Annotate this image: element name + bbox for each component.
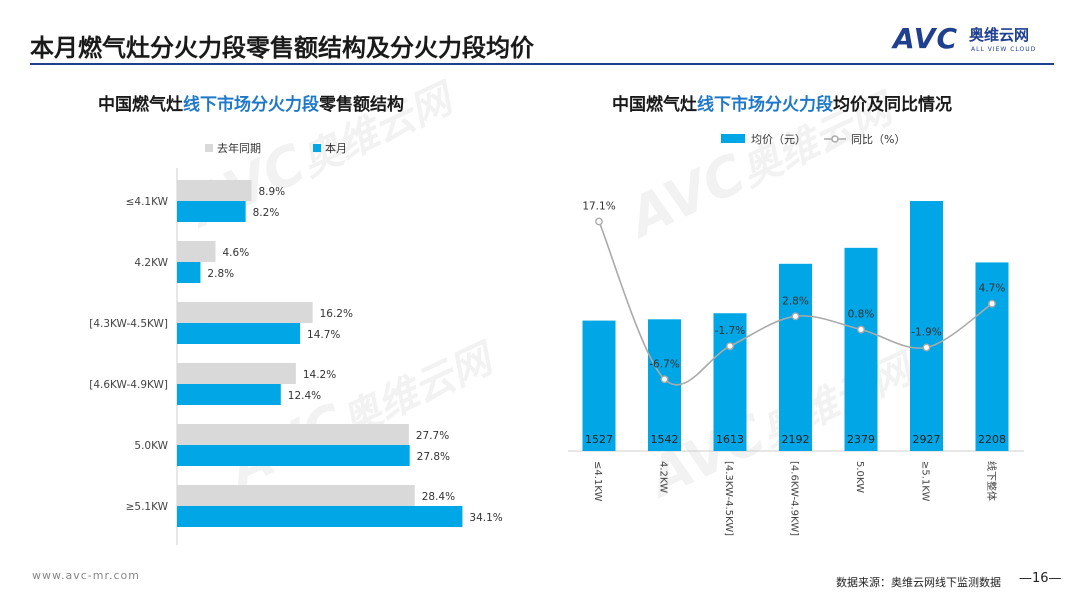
category-label: 4.2KW xyxy=(658,461,669,493)
legend-swatch-1 xyxy=(313,144,321,152)
bar-value-label: 28.4% xyxy=(422,491,455,503)
bar-value-label: 8.9% xyxy=(258,186,285,198)
bar-last-year xyxy=(177,485,415,506)
bar-this-month xyxy=(177,506,463,527)
bar-value-label: 8.2% xyxy=(253,207,280,219)
legend-swatch-price xyxy=(721,134,745,143)
bar-last-year xyxy=(177,180,252,201)
page-number: —16— xyxy=(1019,571,1062,586)
bar-last-year xyxy=(177,424,409,445)
price-bar xyxy=(713,313,747,451)
legend-label-0: 去年同期 xyxy=(217,141,261,155)
bar-this-month xyxy=(177,201,246,222)
title-divider xyxy=(30,63,1054,65)
logo-english-name: ALL VIEW CLOUD xyxy=(971,46,1037,53)
bar-this-month xyxy=(177,323,301,344)
yoy-marker xyxy=(791,312,800,321)
price-bar xyxy=(910,201,943,451)
yoy-marker xyxy=(922,343,931,352)
category-label: ≤4.1KW xyxy=(126,196,169,208)
bar-value-label: 12.4% xyxy=(288,390,321,402)
page-title: 本月燃气灶分火力段零售额结构及分火力段均价 xyxy=(30,34,534,62)
category-label: [4.6KW-4.9KW] xyxy=(89,379,168,391)
bar-value-label: 16.2% xyxy=(320,308,353,320)
bar-last-year xyxy=(177,241,216,262)
bar-value-label: 34.1% xyxy=(469,512,502,524)
yoy-marker xyxy=(726,342,734,351)
yoy-value-label: -1.9% xyxy=(911,326,941,338)
bar-value-label: 27.8% xyxy=(417,451,450,463)
logo-chinese-name: 奥维云网 xyxy=(969,26,1030,44)
legend-label-1: 本月 xyxy=(325,141,347,155)
category-label: ≥5.1KW xyxy=(920,461,931,501)
yoy-marker xyxy=(857,325,865,334)
price-bar xyxy=(975,262,1009,451)
category-label: [4.6KW-4.9KW] xyxy=(789,461,800,536)
bar-value-label: 4.6% xyxy=(223,247,250,259)
price-value-label: 1542 xyxy=(651,433,679,446)
avc-logo: AVC 奥维云网 ALL VIEW CLOUD xyxy=(893,22,1063,58)
yoy-marker xyxy=(660,375,669,384)
share-structure-chart: 去年同期 本月 ≤4.1KW 8.9% 8.2% 4.2KW 4.6% 2.8% [4.3KW-… xyxy=(89,141,503,545)
price-value-label: 2192 xyxy=(782,433,810,446)
category-label: 4.2KW xyxy=(134,257,168,269)
price-value-label: 2927 xyxy=(913,433,941,446)
bar-value-label: 2.8% xyxy=(207,268,234,280)
website-url: www.avc-mr.com xyxy=(32,569,140,582)
data-source: 数据来源：奥维云网线下监测数据 xyxy=(836,576,1001,589)
bar-last-year xyxy=(177,363,296,384)
category-label: ≥5.1KW xyxy=(126,501,169,513)
price-bar xyxy=(779,263,812,451)
price-bar xyxy=(844,247,878,451)
legend-label-price: 均价（元） xyxy=(751,133,806,146)
legend-swatch-0 xyxy=(205,144,213,152)
price-value-label: 1527 xyxy=(585,433,613,446)
bar-this-month xyxy=(177,262,201,283)
legend-label-yoy: 同比（%） xyxy=(851,133,905,146)
bar-value-label: 27.7% xyxy=(416,430,449,442)
yoy-value-label: 0.8% xyxy=(848,309,875,321)
yoy-value-label: -1.7% xyxy=(715,325,745,337)
left-chart-title: 中国燃气灶线下市场分火力段零售额结构 xyxy=(98,95,404,115)
logo-mark: AVC xyxy=(893,22,958,55)
price-value-label: 1613 xyxy=(716,433,744,446)
right-chart-title: 中国燃气灶线下市场分火力段均价及同比情况 xyxy=(612,95,952,115)
yoy-marker xyxy=(988,299,996,308)
yoy-marker xyxy=(595,217,603,226)
price-value-label: 2379 xyxy=(847,433,875,446)
bar-this-month xyxy=(177,445,410,466)
bar-value-label: 14.2% xyxy=(303,369,336,381)
price-value-label: 2208 xyxy=(978,433,1006,446)
bar-last-year xyxy=(177,302,313,323)
yoy-value-label: 17.1% xyxy=(582,200,615,212)
yoy-value-label: 2.8% xyxy=(782,295,809,307)
bar-this-month xyxy=(177,384,281,405)
yoy-value-label: 4.7% xyxy=(979,283,1006,295)
category-label: 线下整体 xyxy=(985,461,998,501)
category-label: 5.0KW xyxy=(854,461,865,493)
category-label: 5.0KW xyxy=(134,440,168,452)
legend-marker-yoy xyxy=(831,135,839,143)
category-label: [4.3KW-4.5KW] xyxy=(723,461,734,536)
category-label: ≤4.1KW xyxy=(592,461,603,501)
bar-value-label: 14.7% xyxy=(307,329,340,341)
category-label: [4.3KW-4.5KW] xyxy=(89,318,168,330)
price-bar xyxy=(582,320,616,451)
price-yoy-chart: 均价（元） 同比（%） 1527 ≤4.1KW 1542 4.2KW 1613 [4.3KW-… xyxy=(568,133,1024,536)
yoy-value-label: -6.7% xyxy=(649,358,679,370)
